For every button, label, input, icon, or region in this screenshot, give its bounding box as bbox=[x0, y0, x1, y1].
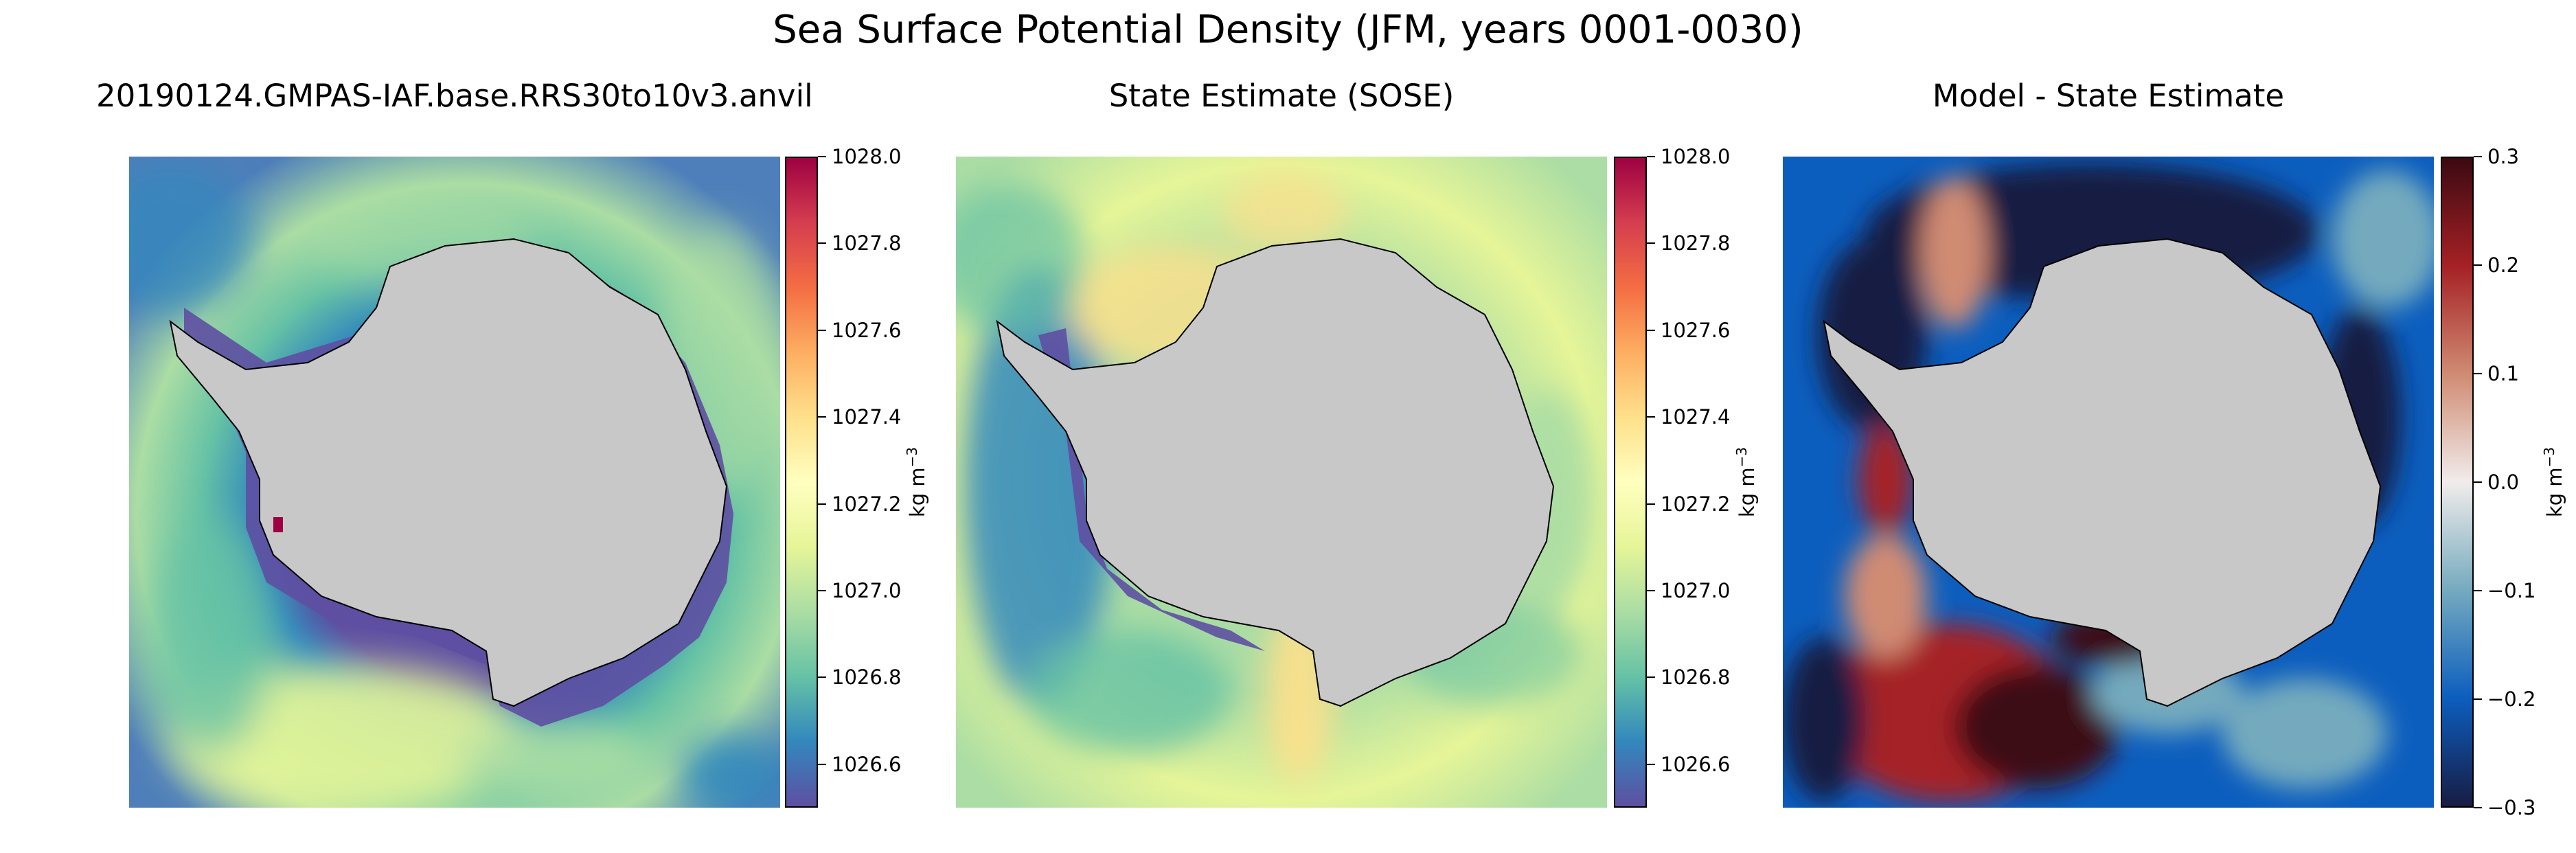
colorbar-tick-label: 0.0 bbox=[2487, 470, 2520, 494]
colorbar-tick-label: 0.2 bbox=[2487, 253, 2520, 277]
panel-2-colorbar bbox=[1614, 157, 1647, 808]
colorbar-tick-mark bbox=[2474, 590, 2482, 591]
colorbar-tick-mark bbox=[2474, 156, 2482, 157]
colorbar-tick-label: −0.3 bbox=[2487, 796, 2536, 819]
colorbar-tick-mark bbox=[1647, 676, 1655, 679]
colorbar-tick-label: 0.3 bbox=[2487, 145, 2520, 168]
colorbar-tick-mark bbox=[1647, 503, 1655, 505]
colorbar-tick-mark bbox=[1647, 329, 1655, 331]
colorbar-tick-mark bbox=[2474, 698, 2482, 700]
colorbar-tick-label: −0.1 bbox=[2487, 579, 2536, 602]
panel-1-colorbar bbox=[785, 157, 818, 808]
panel-1-land bbox=[169, 238, 728, 707]
colorbar-tick-mark bbox=[818, 676, 826, 679]
colorbar-tick-label: 1027.2 bbox=[832, 492, 902, 516]
panel-3-colorbar-unit: kg m−3 bbox=[2541, 446, 2566, 518]
panel-2-colorbar-unit: kg m−3 bbox=[1733, 446, 1759, 518]
colorbar-tick-label: 1027.0 bbox=[832, 579, 902, 602]
panel-2-colorbar-ticks: 1026.6 1026.8 1027.0 1027.2 1027.4 1027.6 1027… bbox=[1647, 145, 1750, 808]
colorbar-tick-mark bbox=[2474, 807, 2482, 808]
colorbar-tick-label: 1026.8 bbox=[832, 666, 902, 690]
panel-1-colorbar-ticks: 1026.6 1026.8 1027.0 1027.2 1027.4 1027.6 1027… bbox=[818, 145, 921, 808]
colorbar-tick-mark bbox=[818, 590, 826, 591]
colorbar-tick-label: 1027.8 bbox=[1661, 231, 1731, 255]
colorbar-tick-label: 1027.0 bbox=[1661, 579, 1731, 602]
panel-1-colorbar-unit: kg m−3 bbox=[904, 446, 929, 518]
colorbar-tick-mark bbox=[818, 242, 826, 244]
panel-2-title: State Estimate (SOSE) bbox=[1108, 78, 1455, 114]
colorbar-tick-label: 1026.6 bbox=[832, 752, 902, 776]
panel-2-land bbox=[996, 238, 1555, 707]
colorbar-tick-mark bbox=[818, 329, 826, 331]
colorbar-tick-mark bbox=[2474, 264, 2482, 266]
colorbar-tick-mark bbox=[2474, 481, 2482, 483]
colorbar-tick-label: −0.2 bbox=[2487, 687, 2536, 711]
colorbar-tick-mark bbox=[1647, 590, 1655, 591]
colorbar-tick-mark bbox=[1647, 416, 1655, 418]
colorbar-tick-mark bbox=[818, 156, 826, 157]
panel-2-map bbox=[956, 157, 1607, 808]
colorbar-tick-label: 1027.6 bbox=[1661, 318, 1731, 342]
colorbar-tick-label: 1027.4 bbox=[1661, 405, 1731, 429]
colorbar-tick-label: 1028.0 bbox=[832, 145, 902, 168]
colorbar-tick-label: 1027.6 bbox=[832, 318, 902, 342]
colorbar-tick-label: 1027.2 bbox=[1661, 492, 1731, 516]
colorbar-tick-label: 1028.0 bbox=[1661, 145, 1731, 168]
panel-2-shelf-water bbox=[1038, 328, 1265, 651]
colorbar-tick-label: 1027.8 bbox=[832, 231, 902, 255]
colorbar-tick-label: 1026.6 bbox=[1661, 752, 1731, 776]
colorbar-tick-label: 1027.4 bbox=[832, 405, 902, 429]
panel-1-map bbox=[129, 157, 780, 808]
panel-1-hotspot bbox=[273, 517, 283, 532]
panel-3-colorbar-ticks: −0.3 −0.2 −0.1 0.0 0.1 0.2 0.3 bbox=[2474, 145, 2576, 819]
colorbar-tick-mark bbox=[1647, 763, 1655, 765]
colorbar-tick-mark bbox=[1647, 156, 1655, 157]
colorbar-tick-mark bbox=[2474, 373, 2482, 374]
panel-3-title: Model - State Estimate bbox=[1932, 78, 2285, 114]
panel-3-colorbar bbox=[2441, 157, 2474, 808]
colorbar-tick-mark bbox=[818, 416, 826, 418]
colorbar-tick-label: 1026.8 bbox=[1661, 666, 1731, 690]
panel-3-map bbox=[1783, 157, 2434, 808]
panel-3-land bbox=[1823, 238, 2382, 707]
figure-title: Sea Surface Potential Density (JFM, year… bbox=[773, 8, 1803, 52]
panel-1-title: 20190124.GMPAS-IAF.base.RRS30to10v3.anvi… bbox=[96, 78, 813, 114]
panel-1-field-features bbox=[129, 163, 780, 808]
colorbar-tick-mark bbox=[818, 763, 826, 765]
colorbar-tick-mark bbox=[818, 503, 826, 505]
colorbar-tick-mark bbox=[1647, 242, 1655, 244]
colorbar-tick-label: 0.1 bbox=[2487, 362, 2520, 385]
